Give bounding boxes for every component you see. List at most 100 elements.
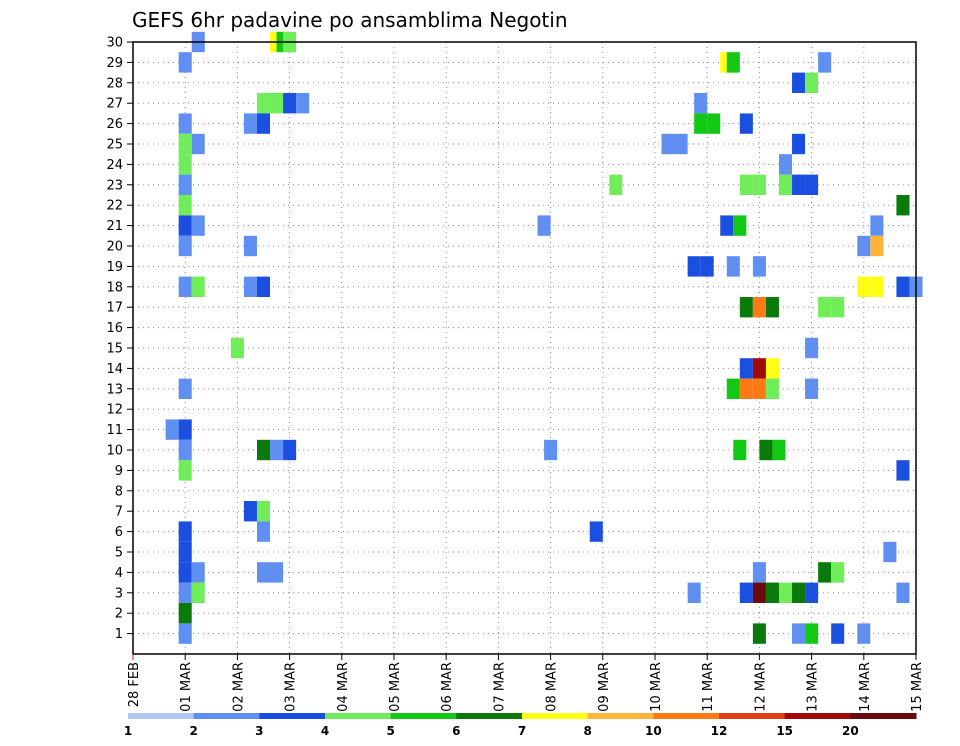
heatmap-cell — [805, 582, 819, 603]
heatmap-cell — [694, 93, 708, 114]
y-tick-label: 13 — [106, 382, 123, 397]
heatmap-cell — [700, 256, 714, 277]
heatmap-cell — [726, 52, 740, 73]
heatmap-cell — [857, 235, 871, 257]
x-axis-ticks: 28 FEB 01 MAR 02 MAR 03 MAR 04 MAR 05 MAR 06 M… — [127, 654, 925, 712]
x-tick-label: 05 MAR — [388, 662, 403, 712]
x-tick-label: 06 MAR — [440, 662, 455, 712]
heatmap-cell — [243, 501, 257, 522]
y-tick-label: 20 — [106, 240, 123, 255]
y-tick-label: 25 — [106, 138, 123, 153]
heatmap-cell — [896, 582, 910, 603]
heatmap-cell — [818, 52, 832, 73]
y-tick-label: 15 — [106, 342, 123, 357]
x-tick-label: 28 FEB — [127, 662, 142, 707]
y-tick-label: 5 — [115, 546, 123, 561]
y-tick-label: 24 — [106, 158, 123, 173]
heatmap-cell — [739, 358, 753, 379]
heatmap-cell — [191, 133, 205, 155]
heatmap-cell — [178, 541, 192, 563]
heatmap-cell — [694, 113, 708, 134]
x-tick-label: 03 MAR — [284, 662, 299, 712]
heatmap-cell — [191, 276, 205, 297]
colorbar-label: 1 — [124, 724, 132, 738]
heatmap-cell — [805, 337, 819, 359]
heatmap-cell — [178, 52, 192, 73]
heatmap-cell — [609, 174, 623, 195]
x-tick-label: 09 MAR — [597, 662, 612, 712]
heatmap-cell — [792, 582, 806, 603]
colorbar-swatch — [850, 713, 917, 719]
heatmap-cell — [178, 378, 192, 399]
x-tick-label: 13 MAR — [806, 662, 821, 712]
heatmap-cell — [805, 623, 819, 644]
heatmap-cell — [661, 133, 675, 155]
chart-title: GEFS 6hr padavine po ansamblima Negotin — [132, 8, 568, 32]
heatmap-cell — [805, 378, 819, 399]
heatmap-cell — [752, 174, 766, 195]
heatmap-cell — [805, 174, 819, 195]
heatmap-cell — [178, 235, 192, 257]
y-tick-label: 19 — [106, 260, 123, 275]
y-tick-label: 6 — [115, 525, 123, 540]
x-tick-label: 12 MAR — [753, 662, 768, 712]
heatmap-cell — [870, 235, 884, 257]
heatmap-cell — [765, 358, 779, 379]
heatmap-cell — [733, 215, 747, 236]
heatmap-cell — [191, 582, 205, 603]
colorbar-swatch — [784, 713, 851, 719]
heatmap-cell — [256, 501, 271, 522]
x-tick-label: 11 MAR — [701, 662, 716, 712]
heatmap-cell — [178, 419, 192, 440]
heatmap-cell — [178, 113, 192, 134]
heatmap-cell — [883, 541, 897, 563]
y-tick-label: 30 — [106, 36, 123, 51]
heatmap-cell — [243, 235, 257, 257]
heatmap-cell — [674, 133, 688, 155]
heatmap-cell — [818, 297, 832, 318]
heatmap-cell — [296, 93, 310, 114]
x-tick-label: 14 MAR — [858, 662, 873, 712]
heatmap-cell — [752, 582, 766, 603]
y-tick-label: 28 — [106, 76, 123, 91]
grid-layer — [133, 41, 916, 654]
x-tick-label: 07 MAR — [492, 662, 507, 712]
y-tick-label: 3 — [115, 586, 123, 601]
y-tick-label: 29 — [106, 56, 123, 71]
colorbar-label: 4 — [321, 724, 329, 738]
colorbar-label: 12 — [711, 724, 728, 738]
y-tick-label: 10 — [106, 444, 123, 459]
heatmap-cell — [739, 378, 753, 399]
heatmap-cell — [243, 113, 257, 134]
heatmap-cell — [283, 93, 297, 114]
heatmap-cell — [256, 276, 271, 297]
y-tick-label: 23 — [106, 178, 123, 193]
heatmap-cell — [178, 603, 192, 624]
heatmap-cell — [896, 276, 910, 297]
y-tick-label: 16 — [106, 321, 123, 336]
heatmap-cell — [870, 215, 884, 236]
heatmap-cell — [752, 358, 766, 379]
y-tick-label: 21 — [106, 219, 123, 234]
colorbar-swatch — [456, 713, 523, 719]
x-tick-label: 02 MAR — [231, 662, 246, 712]
colorbar-label: 10 — [645, 724, 662, 738]
colorbar-swatch — [653, 713, 720, 719]
colorbar-label: 2 — [189, 724, 197, 738]
heatmap-cell — [831, 562, 845, 583]
heatmap-cell — [720, 215, 734, 236]
colorbar-swatch — [128, 713, 195, 719]
heatmap-cell — [256, 93, 271, 114]
y-tick-label: 22 — [106, 199, 123, 214]
heatmap-cell — [792, 174, 806, 195]
heatmap-cell — [178, 215, 192, 236]
heatmap-cell — [896, 460, 910, 481]
heatmap-cell — [726, 256, 740, 277]
heatmap-cell — [805, 72, 819, 93]
y-tick-label: 17 — [106, 301, 123, 316]
heatmap-cell — [759, 439, 773, 461]
heatmap-cell — [230, 337, 244, 359]
y-tick-label: 26 — [106, 117, 123, 132]
heatmap-cell — [831, 623, 845, 644]
